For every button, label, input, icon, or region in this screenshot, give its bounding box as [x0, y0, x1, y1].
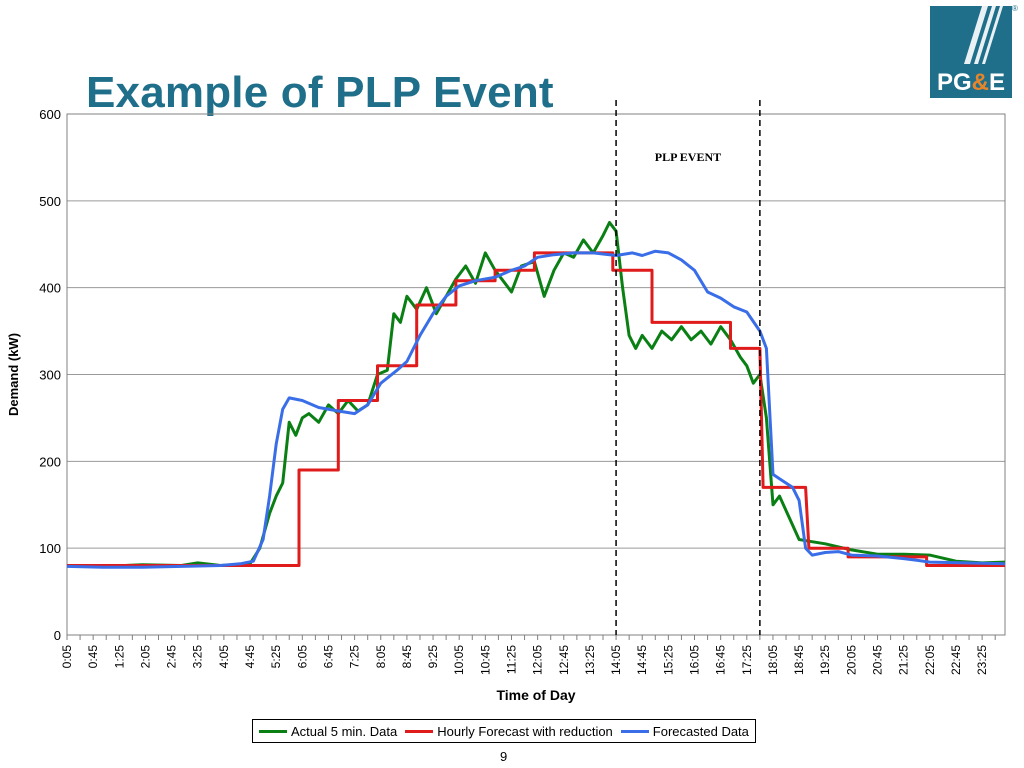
- x-tick-label: 10:05: [452, 645, 466, 675]
- x-tick-label: 9:25: [426, 645, 440, 669]
- x-tick-label: 18:05: [766, 645, 780, 675]
- x-tick-label: 4:05: [217, 645, 231, 669]
- registered-mark: ®: [1012, 4, 1018, 13]
- series-hourly-forecast-line: [67, 251, 1005, 567]
- legend-item-actual: Actual 5 min. Data: [259, 724, 397, 739]
- y-tick-label: 600: [39, 107, 61, 122]
- legend-swatch-forecast: [620, 729, 649, 733]
- x-tick-label: 20:05: [844, 645, 858, 675]
- y-tick-label: 500: [39, 194, 61, 209]
- legend-swatch-actual: [259, 729, 287, 733]
- x-tick-label: 0:05: [60, 645, 74, 669]
- plp-event-label: PLP EVENT: [655, 150, 721, 164]
- y-axis-label: Demand (kW): [6, 333, 21, 416]
- x-tick-label: 0:45: [86, 645, 100, 669]
- x-tick-label: 6:45: [321, 645, 335, 669]
- x-tick-label: 16:05: [688, 645, 702, 675]
- y-tick-label: 100: [39, 541, 61, 556]
- slide-title: Example of PLP Event: [86, 68, 554, 117]
- y-tick-label: 200: [39, 454, 61, 469]
- x-tick-label: 7:25: [348, 645, 362, 669]
- x-tick-label: 14:05: [609, 645, 623, 675]
- x-tick-label: 2:05: [138, 645, 152, 669]
- x-tick-label: 4:45: [243, 645, 257, 669]
- x-tick-label: 13:25: [583, 645, 597, 675]
- y-tick-label: 0: [54, 628, 61, 643]
- legend-item-forecast: Forecasted Data: [620, 723, 749, 739]
- x-tick-label: 21:25: [897, 645, 911, 675]
- legend-swatch-hourly: [405, 729, 434, 733]
- x-axis-label: Time of Day: [496, 687, 575, 703]
- x-tick-label: 23:25: [975, 645, 989, 675]
- x-tick-label: 10:45: [478, 645, 492, 675]
- x-tick-label: 5:25: [269, 645, 283, 669]
- x-tick-label: 17:25: [740, 645, 754, 675]
- x-tick-label: 8:05: [374, 645, 388, 669]
- legend-item-hourly: Hourly Forecast with reduction: [405, 724, 613, 739]
- x-tick-label: 22:45: [949, 645, 963, 675]
- chart-legend: Actual 5 min. Data Hourly Forecast with …: [252, 719, 756, 743]
- x-tick-label: 2:45: [165, 645, 179, 669]
- plp-event-markers: PLP EVENT: [615, 100, 761, 635]
- plot-area-frame: [66, 113, 1006, 636]
- x-tick-label: 8:45: [400, 645, 414, 669]
- x-tick-label: 11:25: [504, 645, 518, 674]
- series-actual-line: [66, 221, 1006, 568]
- page-number: 9: [500, 749, 508, 764]
- logo-stripes: [964, 6, 1003, 64]
- x-tick-label: 6:05: [295, 645, 309, 669]
- y-tick-label: 300: [39, 368, 61, 383]
- x-tick-label: 15:25: [661, 645, 675, 675]
- x-tick-label: 14:45: [635, 645, 649, 675]
- legend-label-hourly: Hourly Forecast with reduction: [437, 723, 613, 739]
- x-tick-label: 1:25: [112, 645, 126, 669]
- series-lines: [66, 221, 1006, 569]
- x-tick-label: 20:45: [871, 645, 885, 675]
- x-tick-label: 16:45: [714, 645, 728, 675]
- pge-logo: PG&E: [930, 6, 1012, 98]
- x-axis-ticks: 0:05 0:45 1:25 2:05 2:45 3:25 4:05 4:45 5:25 6:05…: [60, 635, 996, 675]
- x-tick-label: 22:05: [923, 645, 937, 675]
- legend-label-forecast: Forecasted Data: [652, 723, 749, 739]
- series-forecasted-line: [66, 249, 1006, 569]
- x-tick-label: 12:45: [557, 645, 571, 675]
- logo-text: PG&E: [937, 69, 1005, 96]
- x-tick-label: 19:25: [818, 645, 832, 675]
- x-tick-label: 18:45: [792, 645, 806, 675]
- y-axis-ticks: 0 100 200 300 400 500 600: [39, 107, 61, 643]
- y-tick-label: 400: [39, 281, 61, 296]
- x-tick-label: 12:05: [531, 645, 545, 675]
- x-tick-label: 3:25: [191, 645, 205, 669]
- legend-label-actual: Actual 5 min. Data: [291, 723, 398, 739]
